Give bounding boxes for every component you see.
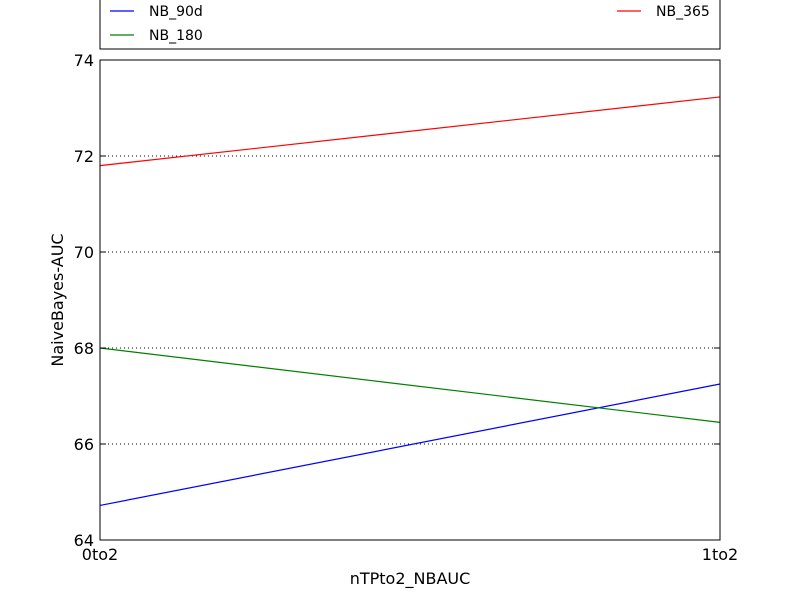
plot-frame bbox=[99, 59, 721, 541]
x-tick-label: 1to2 bbox=[702, 545, 738, 564]
series-line-nb-365 bbox=[99, 96, 721, 167]
y-tick-label: 72 bbox=[74, 147, 94, 166]
legend-item: NB_180 bbox=[110, 28, 203, 44]
y-ticks: 64 66 68 70 72 74 bbox=[74, 51, 720, 550]
series-lines bbox=[99, 96, 721, 507]
y-tick-label: 64 bbox=[74, 531, 94, 550]
x-axis-label: nTPto2_NBAUC bbox=[350, 569, 471, 589]
y-tick-label: 68 bbox=[74, 339, 94, 358]
legend-box bbox=[99, 0, 721, 50]
x-tick-label: 0to2 bbox=[82, 545, 118, 564]
series-line-nb-90d bbox=[99, 383, 721, 507]
legend-label: NB_365 bbox=[656, 4, 710, 20]
legend-item: NB_90d bbox=[110, 4, 203, 20]
y-tick-label: 74 bbox=[74, 51, 94, 70]
legend-item: NB_365 bbox=[617, 4, 710, 20]
y-axis-label: NaiveBayes-AUC bbox=[48, 233, 67, 366]
x-ticks: 0to2 1to2 bbox=[82, 60, 738, 564]
y-tick-label: 66 bbox=[74, 435, 94, 454]
legend: NB_90d NB_180 NB_365 bbox=[99, 0, 721, 50]
legend-label: NB_180 bbox=[149, 28, 203, 44]
legend-label: NB_90d bbox=[149, 4, 203, 20]
series-line-nb-180 bbox=[99, 347, 721, 423]
grid-lines bbox=[100, 155, 720, 445]
y-tick-label: 70 bbox=[74, 243, 94, 262]
